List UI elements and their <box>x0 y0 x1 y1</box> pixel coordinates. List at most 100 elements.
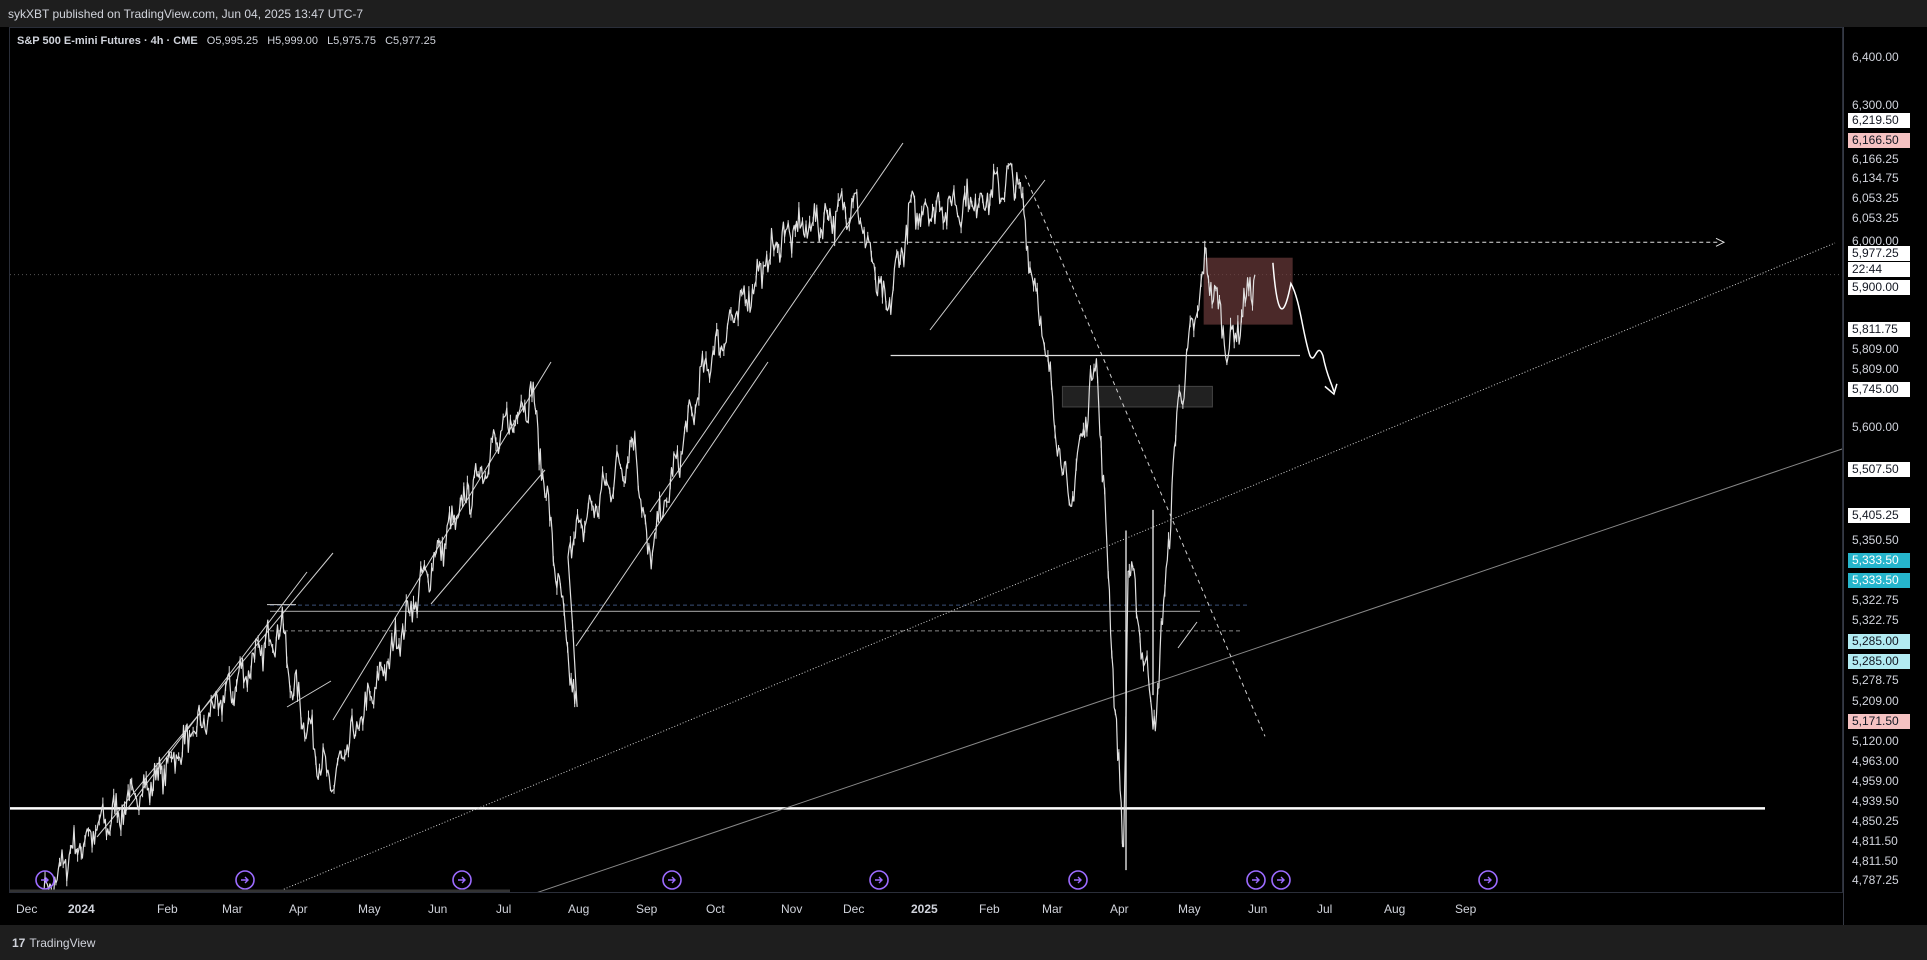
ohlc-high: H5,999.00 <box>267 35 318 47</box>
event-circle <box>662 870 682 890</box>
price-axis-label: 5,209.00 <box>1852 694 1899 708</box>
price-axis-label: 6,000.00 <box>1852 234 1899 248</box>
event-circle <box>35 870 55 890</box>
ohlc-low: L5,975.75 <box>327 35 376 47</box>
price-axis-label: 5,507.50 <box>1848 462 1910 477</box>
logo-mark: 17 <box>12 936 26 950</box>
tradingview-logo[interactable]: 17 TradingView <box>12 936 95 950</box>
price-axis-label: 6,166.50 <box>1848 133 1910 148</box>
resistance-arrow-head <box>1715 237 1726 247</box>
event-arrow-glyph <box>1252 876 1260 884</box>
time-label: Jul <box>496 902 511 916</box>
price-axis-label: 22:44 <box>1848 262 1910 277</box>
symbol-name: S&P 500 E-mini Futures · 4h · CME <box>17 35 198 47</box>
price-axis-label: 5,322.75 <box>1852 613 1899 627</box>
price-axis-label: 4,787.25 <box>1852 873 1899 887</box>
projection-arrow-head <box>1324 383 1338 396</box>
event-marker-icon[interactable] <box>1478 870 1498 890</box>
time-label: Feb <box>979 902 1000 916</box>
support-box <box>1061 385 1213 408</box>
price-axis-label: 4,850.25 <box>1852 814 1899 828</box>
price-axis-label: 5,278.75 <box>1852 673 1899 687</box>
price-axis-label: 4,959.00 <box>1852 774 1899 788</box>
time-label: Aug <box>1384 902 1405 916</box>
price-axis-label: 5,120.00 <box>1852 734 1899 748</box>
event-arrow-glyph <box>1277 876 1285 884</box>
time-label: Mar <box>222 902 243 916</box>
event-marker-icon[interactable] <box>235 870 255 890</box>
time-label: Apr <box>1110 902 1129 916</box>
price-axis-label: 4,939.50 <box>1852 794 1899 808</box>
event-arrow-glyph <box>1074 876 1082 884</box>
price-axis-label: 5,811.75 <box>1848 322 1910 337</box>
event-marker-icon[interactable] <box>662 870 682 890</box>
trendline-5 <box>649 142 904 513</box>
price-axis-label: 5,333.50 <box>1848 573 1910 588</box>
event-marker-icon[interactable] <box>1246 870 1266 890</box>
ohlc-close: C5,977.25 <box>385 35 436 47</box>
trendline-4 <box>575 361 769 647</box>
time-label: Sep <box>1455 902 1477 916</box>
time-label: Jun <box>428 902 447 916</box>
price-axis-label: 5,977.25 <box>1848 246 1910 261</box>
time-label: 2025 <box>911 902 938 916</box>
logo-text: TradingView <box>29 936 96 950</box>
price-axis-label: 5,285.00 <box>1848 634 1910 649</box>
price-axis-label: 5,900.00 <box>1848 280 1910 295</box>
event-marker-icon[interactable] <box>35 870 55 890</box>
trendline-1 <box>96 552 334 838</box>
price-axis-label: 4,811.50 <box>1852 834 1898 848</box>
ohlc-open: O5,995.25 <box>206 35 259 47</box>
event-circle <box>869 870 889 890</box>
event-circle <box>1271 870 1291 890</box>
price-axis-label: 5,600.00 <box>1852 420 1899 434</box>
time-label: Sep <box>636 902 658 916</box>
event-marker-icon[interactable] <box>1068 870 1088 890</box>
long-trendline-solid <box>534 448 1843 893</box>
event-arrow-glyph <box>241 876 249 884</box>
publish-bar: sykXBT published on TradingView.com, Jun… <box>0 0 1927 27</box>
price-axis-label: 5,285.00 <box>1848 654 1910 669</box>
event-arrow-glyph <box>458 876 466 884</box>
trendline-8 <box>286 680 332 708</box>
downtrend-dashed-line <box>1024 175 1266 737</box>
price-axis-label: 5,322.75 <box>1852 593 1899 607</box>
event-marker-icon[interactable] <box>1271 870 1291 890</box>
projection-arrow <box>1272 262 1335 392</box>
event-circle <box>1246 870 1266 890</box>
price-axis-label: 6,400.00 <box>1852 50 1899 64</box>
price-axis-label: 4,963.00 <box>1852 754 1899 768</box>
time-label: Apr <box>289 902 308 916</box>
price-axis-label: 5,171.50 <box>1848 714 1910 729</box>
price-axis-label: 5,350.50 <box>1852 533 1899 547</box>
event-arrow-glyph <box>668 876 676 884</box>
price-series-line <box>43 162 1256 893</box>
event-marker-icon[interactable] <box>869 870 889 890</box>
time-label: Feb <box>157 902 178 916</box>
price-axis-label: 6,166.25 <box>1852 152 1899 166</box>
time-label: May <box>358 902 381 916</box>
event-marker-icon[interactable] <box>452 870 472 890</box>
event-circle <box>1478 870 1498 890</box>
price-axis-label: 6,300.00 <box>1852 98 1899 112</box>
symbol-legend[interactable]: S&P 500 E-mini Futures · 4h · CME O5,995… <box>17 35 436 47</box>
price-axis-label: 6,219.50 <box>1848 113 1910 128</box>
footer-bar: 17 TradingView <box>0 925 1927 960</box>
time-label: Jun <box>1248 902 1267 916</box>
red-supply-box <box>1203 257 1293 325</box>
trendline-6 <box>929 179 1046 331</box>
time-label: Nov <box>781 902 802 916</box>
price-axis-label: 5,809.00 <box>1852 362 1899 376</box>
publish-info: sykXBT published on TradingView.com, Jun… <box>8 7 364 21</box>
time-label: Mar <box>1042 902 1063 916</box>
time-label: Aug <box>568 902 589 916</box>
event-arrow-glyph <box>875 876 883 884</box>
event-arrow-glyph <box>1484 876 1492 884</box>
price-axis-label: 6,053.25 <box>1852 211 1899 225</box>
price-axis-label: 5,333.50 <box>1848 553 1910 568</box>
price-axis-label: 6,134.75 <box>1852 171 1899 185</box>
time-label: Jul <box>1317 902 1332 916</box>
price-axis-separator <box>1843 27 1844 925</box>
price-axis-label: 6,053.25 <box>1852 191 1899 205</box>
